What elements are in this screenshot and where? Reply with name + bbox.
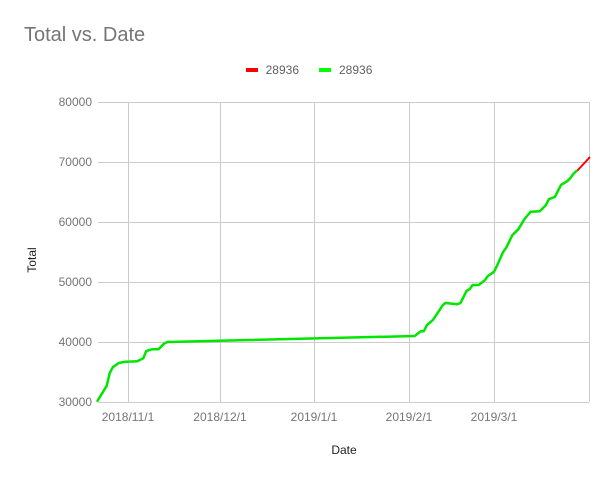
y-axis-ticks: 80000 70000 60000 50000 40000 30000 — [59, 95, 93, 409]
ytick: 60000 — [59, 215, 93, 229]
ytick: 70000 — [59, 155, 93, 169]
legend-item-green[interactable]: 28936 — [319, 63, 372, 77]
ytick: 30000 — [59, 395, 93, 409]
legend-label-red: 28936 — [265, 63, 299, 77]
xtick: 2019/1/1 — [291, 410, 338, 424]
y-axis-title: Total — [25, 247, 39, 272]
x-axis-title: Date — [331, 443, 357, 457]
series-line-green[interactable] — [96, 169, 578, 403]
xtick: 2018/11/1 — [102, 410, 155, 424]
ytick: 80000 — [59, 95, 93, 109]
gridlines — [98, 102, 590, 403]
legend: 28936 28936 — [0, 63, 614, 77]
x-axis-ticks: 2018/11/1 2018/12/1 2019/1/1 2019/2/1 20… — [102, 410, 518, 424]
xtick: 2018/12/1 — [193, 410, 247, 424]
xtick: 2019/3/1 — [471, 410, 518, 424]
legend-label-green: 28936 — [339, 63, 373, 77]
ytick: 50000 — [59, 275, 93, 289]
series-line-red[interactable] — [576, 156, 591, 172]
ytick: 40000 — [59, 335, 93, 349]
legend-swatch-red-icon — [245, 68, 258, 72]
legend-swatch-green-icon — [319, 68, 331, 72]
legend-item-red[interactable]: 28936 — [245, 63, 299, 77]
xtick: 2019/2/1 — [386, 410, 433, 424]
chart-title: Total vs. Date — [24, 24, 146, 46]
